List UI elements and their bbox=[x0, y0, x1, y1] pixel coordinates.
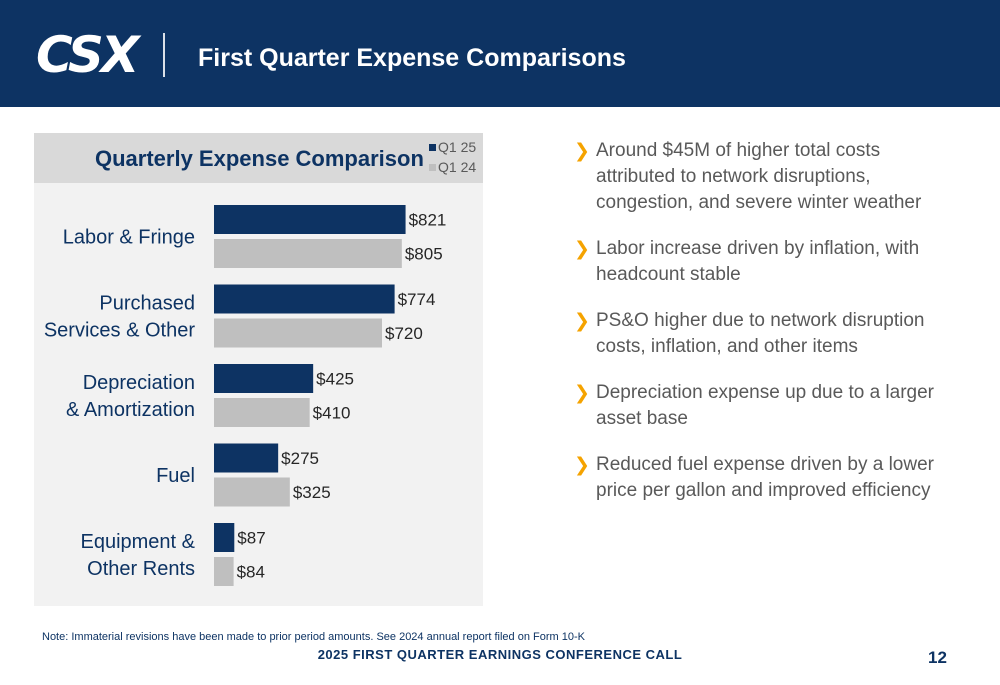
legend-label-q1-25: Q1 25 bbox=[438, 139, 477, 155]
chart-panel: Quarterly Expense Comparison Q1 25 Q1 24… bbox=[34, 133, 483, 606]
legend-item-q1-25: Q1 25 bbox=[429, 137, 476, 157]
legend-swatch-q1-24 bbox=[429, 163, 436, 171]
bar-q1-25 bbox=[214, 205, 406, 234]
bullet-text: Depreciation expense up due to a larger … bbox=[596, 382, 935, 429]
category-label: Labor & Fringe bbox=[63, 227, 195, 249]
data-label: $87 bbox=[237, 529, 265, 548]
page-title: First Quarter Expense Comparisons bbox=[198, 44, 626, 72]
category-label: Depreciation bbox=[83, 372, 195, 394]
bar-q1-25 bbox=[214, 443, 279, 473]
category-label: Services & Other bbox=[44, 320, 196, 342]
chart-title: Quarterly Expense Comparison bbox=[95, 146, 424, 171]
data-label: $425 bbox=[316, 370, 354, 389]
data-label: $805 bbox=[405, 245, 443, 264]
bar-q1-24 bbox=[214, 239, 402, 268]
csx-logo: CSX bbox=[36, 26, 139, 84]
bar-q1-24 bbox=[214, 477, 290, 507]
legend-label-q1-24: Q1 24 bbox=[438, 159, 477, 175]
header-bar: CSX First Quarter Expense Comparisons bbox=[0, 0, 1000, 107]
bar-q1-25 bbox=[214, 523, 235, 552]
chevron-right-icon: ❯ bbox=[574, 454, 590, 476]
footnote: Note: Immaterial revisions have been mad… bbox=[42, 631, 585, 643]
page-number: 12 bbox=[928, 648, 947, 667]
bullet-item: ❯ Depreciation expense up due to a large… bbox=[574, 380, 964, 432]
legend-swatch-q1-25 bbox=[429, 143, 436, 151]
bar-q1-24 bbox=[214, 398, 310, 427]
chart-legend: Q1 25 Q1 24 bbox=[429, 137, 476, 177]
bullet-list: ❯ Around $45M of higher total costs attr… bbox=[574, 138, 964, 524]
legend-item-q1-24: Q1 24 bbox=[429, 157, 476, 177]
bar-q1-24 bbox=[214, 318, 382, 348]
data-label: $275 bbox=[281, 449, 319, 468]
category-label: Fuel bbox=[156, 465, 195, 487]
bar-q1-25 bbox=[214, 364, 314, 393]
category-label: Other Rents bbox=[87, 558, 195, 580]
chevron-right-icon: ❯ bbox=[574, 238, 590, 260]
bullet-item: ❯ Labor increase driven by inflation, wi… bbox=[574, 236, 964, 288]
bullet-item: ❯ Reduced fuel expense driven by a lower… bbox=[574, 452, 964, 504]
bullet-text: Labor increase driven by inflation, with… bbox=[596, 238, 920, 285]
bullet-text: PS&O higher due to network disruption co… bbox=[596, 310, 925, 357]
chart-title-band bbox=[34, 133, 483, 183]
chevron-right-icon: ❯ bbox=[574, 382, 590, 404]
bar-q1-25 bbox=[214, 284, 395, 314]
bullet-text: Reduced fuel expense driven by a lower p… bbox=[596, 454, 934, 501]
chevron-right-icon: ❯ bbox=[574, 310, 590, 332]
footer-title: 2025 FIRST QUARTER EARNINGS CONFERENCE C… bbox=[317, 647, 683, 662]
data-label: $410 bbox=[313, 404, 351, 423]
bullet-item: ❯ PS&O higher due to network disruption … bbox=[574, 308, 964, 360]
data-label: $84 bbox=[237, 563, 265, 582]
bar-chart: Labor & Fringe $821 $805 Purchased Services … bbox=[44, 205, 447, 586]
bar-q1-24 bbox=[214, 557, 234, 586]
data-label: $774 bbox=[398, 290, 436, 309]
header-divider bbox=[163, 33, 165, 77]
bullet-item: ❯ Around $45M of higher total costs attr… bbox=[574, 138, 964, 216]
data-label: $720 bbox=[385, 324, 423, 343]
chevron-right-icon: ❯ bbox=[574, 140, 590, 162]
category-label: & Amortization bbox=[66, 399, 195, 421]
category-label: Equipment & bbox=[80, 531, 195, 553]
data-label: $325 bbox=[293, 483, 331, 502]
data-label: $821 bbox=[409, 211, 447, 230]
bullet-text: Around $45M of higher total costs attrib… bbox=[596, 140, 922, 213]
category-label: Purchased bbox=[99, 293, 195, 315]
